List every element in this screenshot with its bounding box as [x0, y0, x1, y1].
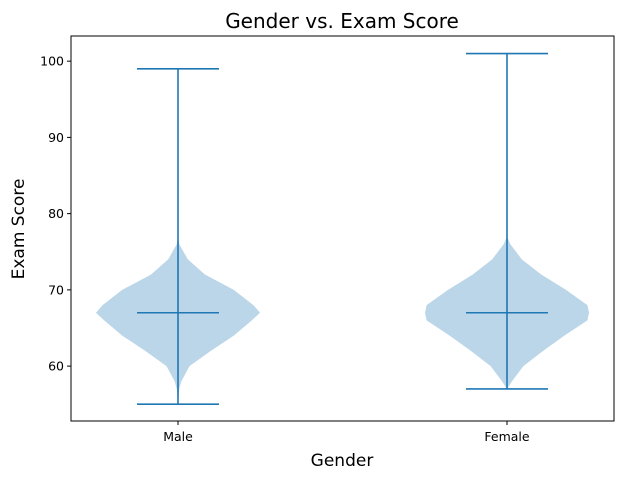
x-tick-label: Male — [163, 429, 193, 444]
y-tick-label: 100 — [40, 54, 64, 69]
x-axis-ticks: Male Female — [163, 421, 530, 444]
y-tick-label: 90 — [48, 130, 64, 145]
plot-area — [96, 52, 589, 406]
y-axis-label: Exam Score — [9, 179, 29, 280]
x-tick-label: Female — [484, 429, 530, 444]
y-tick-label: 70 — [48, 282, 64, 297]
plot-frame — [70, 35, 615, 422]
x-axis-label: Gender — [311, 451, 374, 471]
y-tick-label: 80 — [48, 206, 64, 221]
chart-title: Gender vs. Exam Score — [225, 9, 459, 33]
y-tick-label: 60 — [48, 359, 64, 374]
y-axis-ticks: 60 70 80 90 100 — [40, 54, 71, 374]
